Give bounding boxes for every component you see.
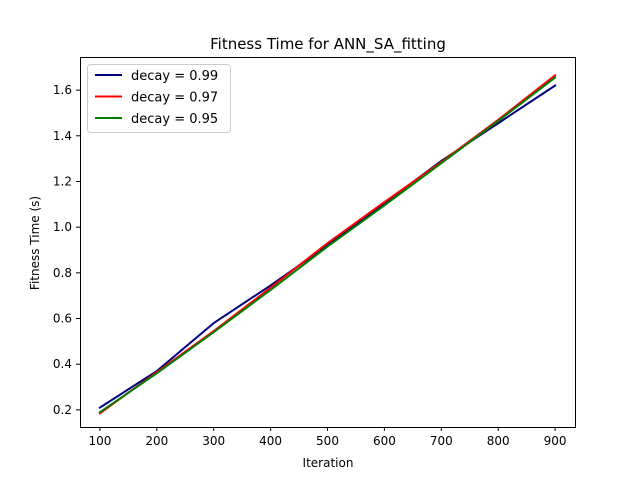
x-tick-label: 100 [88,434,111,448]
legend-box [87,64,231,133]
y-tick-label: 0.6 [53,312,72,326]
x-tick-label: 800 [487,434,510,448]
chart-title: Fitness Time for ANN_SA_fitting [210,35,446,54]
legend-label-1: decay = 0.97 [131,91,218,106]
x-tick-label: 200 [145,434,168,448]
x-axis-ticks: 100 200 300 400 500 600 700 800 900 [88,427,567,448]
x-tick-label: 400 [259,434,282,448]
legend: decay = 0.99 decay = 0.97 decay = 0.95 [87,64,231,133]
x-tick-label: 600 [373,434,396,448]
y-tick-label: 1.6 [53,83,72,97]
y-tick-label: 1.2 [53,174,72,188]
y-tick-label: 0.2 [53,403,72,417]
y-axis-ticks: 0.2 0.4 0.6 0.8 1.0 1.2 1.4 1.6 [53,83,80,417]
y-tick-label: 1.4 [53,129,72,143]
x-tick-label: 300 [202,434,225,448]
plot-series-group [98,73,557,415]
x-tick-label: 900 [544,434,567,448]
legend-label-2: decay = 0.95 [131,112,218,127]
x-tick-label: 700 [430,434,453,448]
y-tick-label: 0.4 [53,357,72,371]
y-axis-label: Fitness Time (s) [28,196,42,290]
series-line-2 [98,76,557,414]
x-axis-label: Iteration [303,456,354,470]
y-tick-label: 1.0 [53,220,72,234]
legend-label-0: decay = 0.99 [131,69,218,84]
plot-frame [80,57,576,428]
x-tick-label: 500 [316,434,339,448]
y-tick-label: 0.8 [53,266,72,280]
